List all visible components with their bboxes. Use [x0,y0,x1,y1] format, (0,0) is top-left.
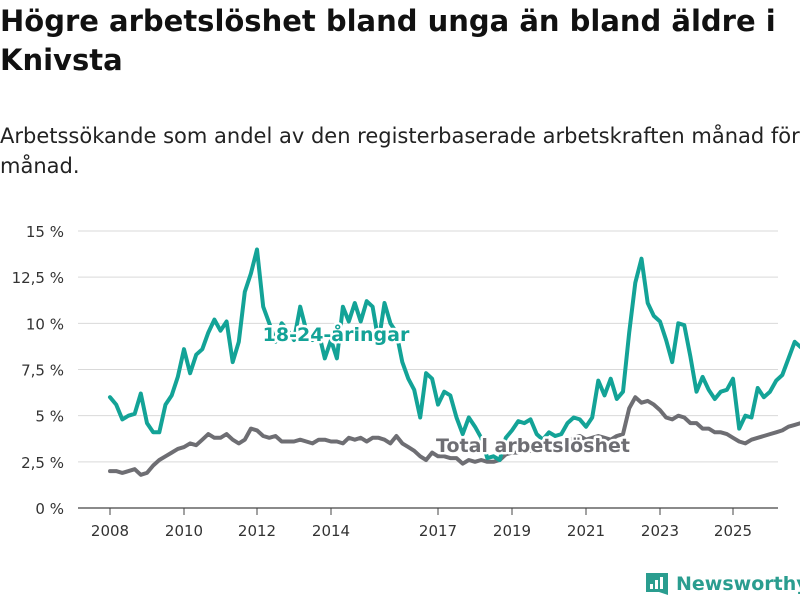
series-label-youth: 18-24-åringar [263,322,410,346]
x-tick-label: 2023 [641,522,679,540]
x-tick-label: 2008 [91,522,129,540]
series-label-total-halo: Total arbetslöshet [436,435,630,457]
series-label-youth-halo: 18-24-åringar [263,322,410,346]
series-line-youth [108,247,800,462]
series-label-total: Total arbetslöshet [436,435,630,457]
x-tick-label: 2017 [419,522,457,540]
y-tick-label: 0 % [35,500,64,518]
x-tick-label: 2014 [312,522,350,540]
series-line-total [108,395,800,477]
newsworthy-logo-text: Newsworthy [676,573,800,595]
chart-subtitle: Arbetssökande som andel av den registerb… [0,124,800,178]
y-tick-label: 10 % [26,315,64,333]
y-tick-label: 7,5 % [21,362,64,380]
x-tick-label: 2025 [714,522,752,540]
x-tick-label: 2010 [165,522,203,540]
newsworthy-logo-icon [646,573,668,595]
x-tick-label: 2021 [567,522,605,540]
newsworthy-logo: Newsworthy [645,570,800,598]
y-tick-label: 15 % [26,223,64,241]
y-tick-label: 2,5 % [21,454,64,472]
x-tick-label: 2019 [493,522,531,540]
chart-title: Högre arbetslöshet bland unga än bland ä… [0,4,776,77]
y-tick-label: 5 % [35,408,64,426]
y-tick-label: 12,5 % [12,269,64,287]
x-tick-label: 2012 [238,522,276,540]
